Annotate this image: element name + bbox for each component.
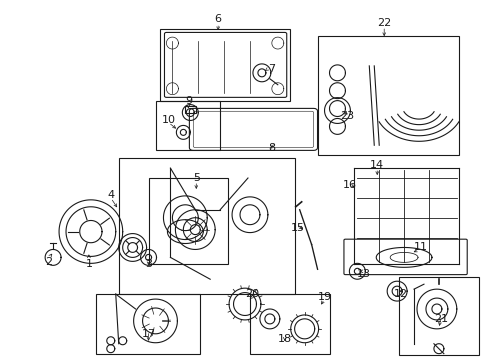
Text: 18: 18 [277,334,291,344]
Text: 23: 23 [340,111,354,121]
Text: 15: 15 [290,222,304,233]
Bar [160,29,289,100]
Text: 9: 9 [184,96,191,105]
Text: 12: 12 [393,289,407,299]
Bar [148,178,227,264]
Text: 21: 21 [433,314,447,324]
Text: 20: 20 [244,289,259,299]
Bar [119,158,294,294]
Bar [155,100,220,150]
Text: 17: 17 [141,329,155,339]
Text: 2: 2 [45,257,53,267]
Text: 13: 13 [357,269,370,279]
Text: 4: 4 [107,190,114,200]
Text: 16: 16 [342,180,356,190]
Bar [185,105,196,113]
Text: 19: 19 [317,292,331,302]
Text: 7: 7 [268,64,275,74]
Text: 1: 1 [85,259,92,269]
Text: 10: 10 [161,116,175,126]
Bar [96,294,200,354]
Bar [249,294,329,354]
Text: 22: 22 [376,18,390,28]
Text: 11: 11 [413,243,427,252]
Bar [398,277,478,355]
Bar [317,36,458,155]
Text: 8: 8 [268,143,275,153]
Text: 6: 6 [214,14,221,24]
Text: 14: 14 [369,160,384,170]
Text: 5: 5 [192,173,200,183]
Text: 3: 3 [145,259,152,269]
